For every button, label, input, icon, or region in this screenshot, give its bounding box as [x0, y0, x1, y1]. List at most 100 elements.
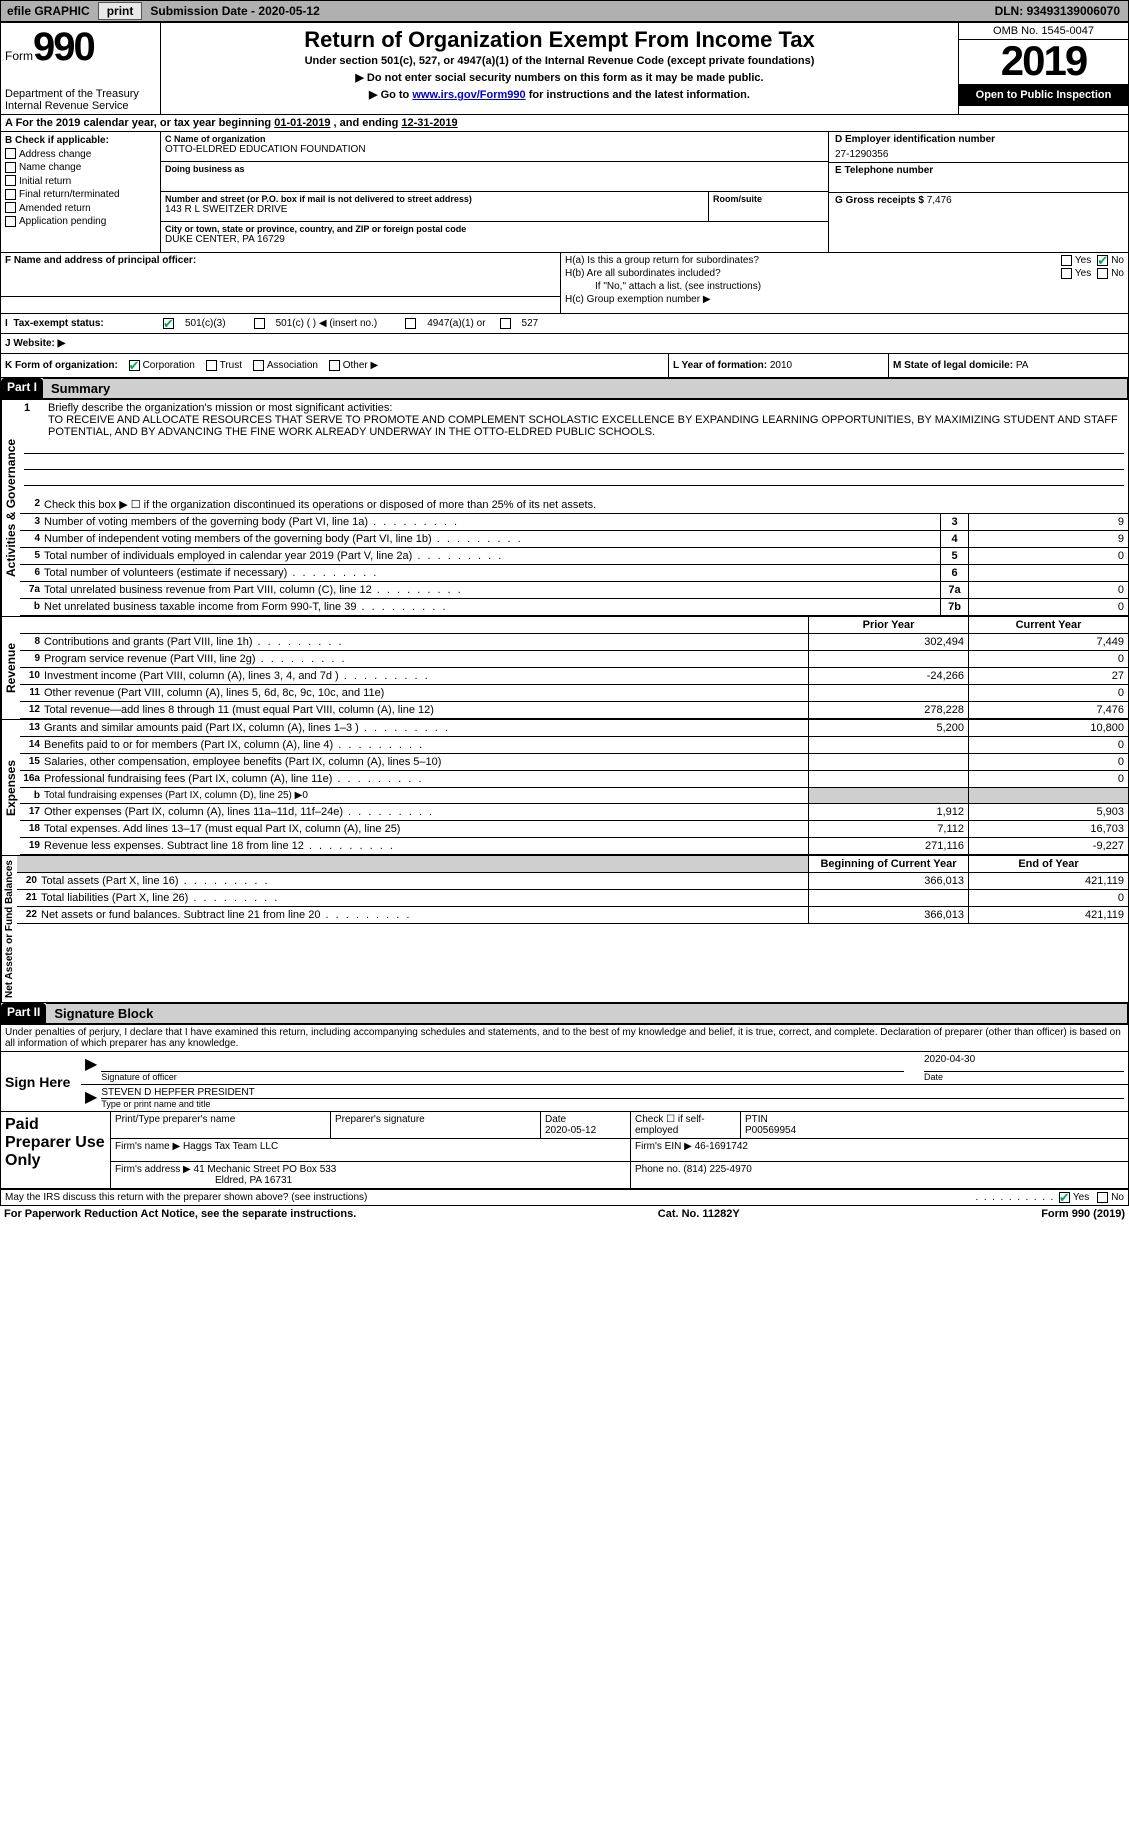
room-suite-label: Room/suite — [713, 194, 824, 204]
org-name-label: C Name of organization — [165, 134, 824, 144]
expenses-block: Expenses 13Grants and similar amounts pa… — [1, 720, 1128, 856]
form-header: Form990 Department of the Treasury Inter… — [1, 23, 1128, 115]
dln-value: 93493139006070 — [1027, 4, 1120, 18]
form-subtitle: Under section 501(c), 527, or 4947(a)(1)… — [167, 55, 952, 67]
chk-ha-no[interactable] — [1097, 255, 1108, 266]
opt-assoc: Association — [267, 360, 318, 371]
begin-year-hdr: Beginning of Current Year — [808, 856, 968, 872]
box-deg: D Employer identification number 27-1290… — [828, 132, 1128, 252]
line4-val: 9 — [968, 531, 1128, 547]
top-toolbar: efile GRAPHIC print Submission Date - 20… — [0, 0, 1129, 22]
firm-phone-label: Phone no. — [635, 1164, 683, 1175]
sig-arrow-icon: ▶ — [85, 1054, 101, 1082]
line18-desc: Total expenses. Add lines 13–17 (must eq… — [44, 821, 808, 837]
prior-year-hdr: Prior Year — [808, 617, 968, 633]
dept-treasury: Department of the Treasury Internal Reve… — [5, 88, 156, 112]
chk-discuss-yes[interactable] — [1059, 1192, 1070, 1203]
form-note1: ▶ Do not enter social security numbers o… — [167, 71, 952, 84]
tax-status-row: I Tax-exempt status: 501(c)(3) 501(c) ( … — [1, 314, 1128, 334]
print-button[interactable]: print — [98, 2, 143, 20]
line10-desc: Investment income (Part VIII, column (A)… — [44, 668, 808, 684]
gross-receipts-value: 7,476 — [927, 195, 952, 206]
calendar-year-row: A For the 2019 calendar year, or tax yea… — [1, 115, 1128, 132]
line3-val: 9 — [968, 514, 1128, 530]
sign-here-label: Sign Here — [1, 1052, 81, 1111]
chk-trust[interactable] — [206, 360, 217, 371]
vtab-net-assets: Net Assets or Fund Balances — [1, 856, 17, 1002]
chk-hb-no[interactable] — [1097, 268, 1108, 279]
form-note2: ▶ Go to www.irs.gov/Form990 for instruct… — [167, 88, 952, 101]
mission-label: Briefly describe the organization's miss… — [48, 402, 392, 414]
chk-527[interactable] — [500, 318, 511, 329]
header-left: Form990 Department of the Treasury Inter… — [1, 23, 161, 114]
revenue-block: Revenue Prior YearCurrent Year 8Contribu… — [1, 617, 1128, 720]
opt-501c3: 501(c)(3) — [185, 318, 226, 329]
hb-no: No — [1111, 268, 1124, 279]
line7a-val: 0 — [968, 582, 1128, 598]
chk-hb-yes[interactable] — [1061, 268, 1072, 279]
line16b-prior — [808, 788, 968, 803]
line18-curr: 16,703 — [968, 821, 1128, 837]
box-c: C Name of organization OTTO-ELDRED EDUCA… — [161, 132, 828, 252]
chk-assoc[interactable] — [253, 360, 264, 371]
line19-prior: 271,116 — [808, 838, 968, 854]
footer-mid: Cat. No. 11282Y — [658, 1208, 740, 1220]
firm-addr2: Eldred, PA 16731 — [215, 1175, 292, 1186]
line8-desc: Contributions and grants (Part VIII, lin… — [44, 634, 808, 650]
ein-label: D Employer identification number — [835, 134, 1122, 145]
mission-blank-2 — [24, 456, 1124, 470]
line22-desc: Net assets or fund balances. Subtract li… — [41, 907, 808, 923]
room-suite-cell: Room/suite — [708, 192, 828, 221]
line2-desc: Check this box ▶ ☐ if the organization d… — [44, 496, 1128, 513]
box-b-title: B Check if applicable: — [5, 134, 156, 148]
line5-desc: Total number of individuals employed in … — [44, 548, 940, 564]
cal-mid: , and ending — [334, 117, 402, 129]
part1-title: Summary — [43, 378, 1128, 399]
website-label: J Website: ▶ — [5, 338, 65, 349]
tax-status-label: Tax-exempt status: — [13, 318, 103, 329]
tax-year: 2019 — [959, 40, 1128, 85]
box-l: L Year of formation: 2010 — [668, 354, 888, 377]
chk-final-return[interactable] — [5, 189, 16, 200]
chk-discuss-no[interactable] — [1097, 1192, 1108, 1203]
firm-name: Haggs Tax Team LLC — [183, 1141, 278, 1152]
line15-desc: Salaries, other compensation, employee b… — [44, 754, 808, 770]
officer-name-caption: Type or print name and title — [101, 1099, 1124, 1109]
line16a-curr: 0 — [968, 771, 1128, 787]
line15-prior — [808, 754, 968, 770]
line5-val: 0 — [968, 548, 1128, 564]
chk-4947[interactable] — [405, 318, 416, 329]
chk-other[interactable] — [329, 360, 340, 371]
chk-amended-return[interactable] — [5, 202, 16, 213]
chk-501c[interactable] — [254, 318, 265, 329]
line12-desc: Total revenue—add lines 8 through 11 (mu… — [44, 702, 808, 718]
officer-label: F Name and address of principal officer: — [5, 255, 196, 266]
street-label: Number and street (or P.O. box if mail i… — [165, 194, 525, 204]
formation-value: 2010 — [770, 360, 792, 371]
line7b-desc: Net unrelated business taxable income fr… — [44, 599, 940, 615]
chk-application-pending[interactable] — [5, 216, 16, 227]
chk-initial-return[interactable] — [5, 175, 16, 186]
line16b-curr — [968, 788, 1128, 803]
footer-right: Form 990 (2019) — [1041, 1208, 1125, 1220]
h-b-label: H(b) Are all subordinates included? — [565, 268, 1061, 279]
i-label: I — [5, 318, 8, 329]
officer-name-title: STEVEN D HEPFER PRESIDENT — [101, 1087, 1124, 1099]
box-f: F Name and address of principal officer:… — [1, 253, 561, 313]
ha-no: No — [1111, 255, 1124, 266]
discuss-yes: Yes — [1073, 1192, 1089, 1203]
chk-501c3[interactable] — [163, 318, 174, 329]
chk-address-change[interactable] — [5, 148, 16, 159]
form990-link[interactable]: www.irs.gov/Form990 — [412, 89, 525, 101]
opt-amended-return: Amended return — [19, 203, 91, 214]
chk-ha-yes[interactable] — [1061, 255, 1072, 266]
line20-desc: Total assets (Part X, line 16) — [41, 873, 808, 889]
page-footer: For Paperwork Reduction Act Notice, see … — [0, 1206, 1129, 1222]
chk-corp[interactable] — [129, 360, 140, 371]
header-right: OMB No. 1545-0047 2019 Open to Public In… — [958, 23, 1128, 114]
line17-desc: Other expenses (Part IX, column (A), lin… — [44, 804, 808, 820]
firm-phone: (814) 225-4970 — [683, 1164, 751, 1175]
website-row: J Website: ▶ — [1, 334, 1128, 354]
end-year-hdr: End of Year — [968, 856, 1128, 872]
chk-name-change[interactable] — [5, 162, 16, 173]
